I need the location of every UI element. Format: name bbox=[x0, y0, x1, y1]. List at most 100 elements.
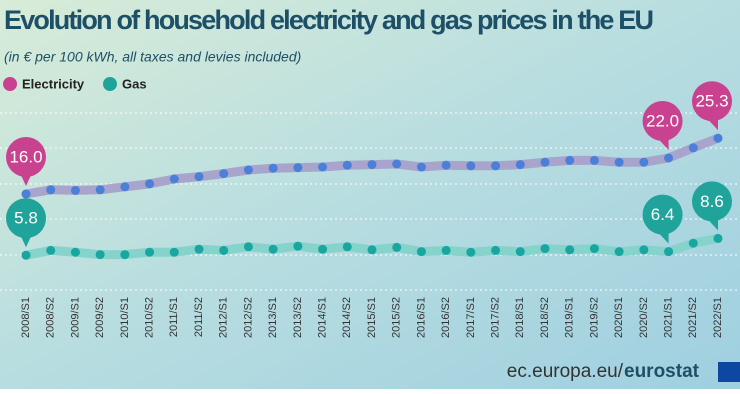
x-tick-label: 2019/S2 bbox=[588, 297, 600, 338]
value-label: 8.6 bbox=[700, 192, 724, 211]
data-point bbox=[95, 185, 105, 195]
data-point bbox=[169, 174, 179, 184]
x-tick-label: 2010/S1 bbox=[119, 297, 131, 338]
data-point bbox=[713, 233, 723, 243]
x-tick-label: 2018/S2 bbox=[539, 297, 551, 338]
data-point bbox=[540, 157, 550, 167]
data-point bbox=[169, 247, 179, 257]
x-tick-label: 2012/S2 bbox=[242, 297, 254, 338]
data-point bbox=[21, 250, 31, 260]
legend-marker bbox=[3, 77, 17, 91]
data-point bbox=[70, 247, 80, 257]
data-point bbox=[713, 133, 723, 143]
data-point bbox=[46, 245, 56, 255]
value-label: 16.0 bbox=[9, 147, 42, 166]
data-point bbox=[219, 245, 229, 255]
data-point bbox=[342, 242, 352, 252]
callout-bubble bbox=[692, 181, 732, 222]
x-tick-label: 2017/S1 bbox=[465, 297, 477, 338]
chart-subtitle: (in € per 100 kWh, all taxes and levies … bbox=[4, 49, 301, 65]
callout-bubble bbox=[6, 137, 46, 177]
data-point bbox=[243, 242, 253, 252]
data-point bbox=[194, 172, 204, 182]
x-tick-label: 2011/S2 bbox=[193, 297, 205, 337]
legend-label: Gas bbox=[122, 76, 147, 91]
callout-bubble bbox=[642, 101, 683, 141]
value-label: 5.8 bbox=[14, 209, 38, 228]
x-tick-label: 2020/S1 bbox=[613, 297, 625, 338]
data-point bbox=[589, 155, 599, 165]
x-tick-label: 2009/S2 bbox=[94, 297, 106, 338]
data-point bbox=[515, 160, 525, 170]
data-point bbox=[145, 247, 155, 257]
data-point bbox=[639, 157, 649, 167]
x-tick-label: 2015/S1 bbox=[366, 297, 378, 338]
x-tick-label: 2009/S1 bbox=[69, 297, 81, 338]
data-point bbox=[145, 179, 155, 189]
legend-label: Electricity bbox=[22, 76, 85, 91]
data-point bbox=[565, 155, 575, 165]
x-tick-label: 2014/S1 bbox=[316, 297, 328, 338]
x-tick-label: 2021/S1 bbox=[662, 297, 674, 338]
data-point bbox=[268, 163, 278, 173]
data-point bbox=[392, 159, 402, 169]
data-point bbox=[21, 189, 31, 199]
value-label: 6.4 bbox=[651, 205, 675, 224]
data-point bbox=[688, 238, 698, 248]
data-point bbox=[664, 153, 674, 163]
x-tick-label: 2019/S1 bbox=[564, 297, 576, 338]
x-tick-label: 2014/S2 bbox=[341, 297, 353, 338]
data-point bbox=[194, 244, 204, 254]
data-point bbox=[120, 250, 130, 260]
x-tick-label: 2015/S2 bbox=[391, 297, 403, 338]
chart-title: Evolution of household electricity and g… bbox=[4, 5, 654, 35]
data-point bbox=[491, 245, 501, 255]
data-point bbox=[243, 165, 253, 175]
data-point bbox=[318, 244, 328, 254]
data-point bbox=[318, 162, 328, 172]
data-point bbox=[367, 160, 377, 170]
x-tick-label: 2010/S2 bbox=[143, 297, 155, 338]
data-point bbox=[95, 250, 105, 260]
callout-bubble bbox=[692, 81, 732, 122]
data-point bbox=[441, 160, 451, 170]
callout-bubble bbox=[6, 198, 46, 239]
data-point bbox=[70, 185, 80, 195]
x-tick-label: 2016/S2 bbox=[440, 297, 452, 338]
data-point bbox=[639, 245, 649, 255]
data-point bbox=[466, 247, 476, 257]
callout-bubble bbox=[642, 194, 683, 235]
data-point bbox=[565, 245, 575, 255]
x-tick-label: 2008/S1 bbox=[20, 297, 32, 338]
data-point bbox=[293, 241, 303, 251]
data-point bbox=[416, 247, 426, 257]
data-point bbox=[664, 247, 674, 257]
data-point bbox=[416, 162, 426, 172]
eu-flag bbox=[718, 362, 740, 382]
data-point bbox=[219, 169, 229, 179]
footer-brand: eurostat bbox=[624, 361, 700, 382]
x-tick-label: 2013/S1 bbox=[267, 297, 279, 338]
data-point bbox=[441, 245, 451, 255]
x-tick-label: 2012/S1 bbox=[218, 297, 230, 338]
data-point bbox=[614, 247, 624, 257]
data-point bbox=[46, 185, 56, 195]
data-point bbox=[120, 182, 130, 192]
data-point bbox=[491, 161, 501, 171]
data-point bbox=[392, 242, 402, 252]
data-point bbox=[540, 244, 550, 254]
x-tick-label: 2022/S1 bbox=[712, 297, 724, 338]
data-point bbox=[293, 163, 303, 173]
data-point bbox=[589, 244, 599, 254]
x-tick-label: 2016/S1 bbox=[415, 297, 427, 338]
x-tick-label: 2008/S2 bbox=[45, 297, 57, 338]
x-tick-label: 2013/S2 bbox=[292, 297, 304, 338]
x-tick-label: 2011/S1 bbox=[168, 297, 180, 337]
data-point bbox=[342, 160, 352, 170]
data-point bbox=[367, 245, 377, 255]
data-point bbox=[688, 143, 698, 153]
value-label: 25.3 bbox=[695, 92, 728, 111]
x-tick-label: 2018/S1 bbox=[514, 297, 526, 338]
